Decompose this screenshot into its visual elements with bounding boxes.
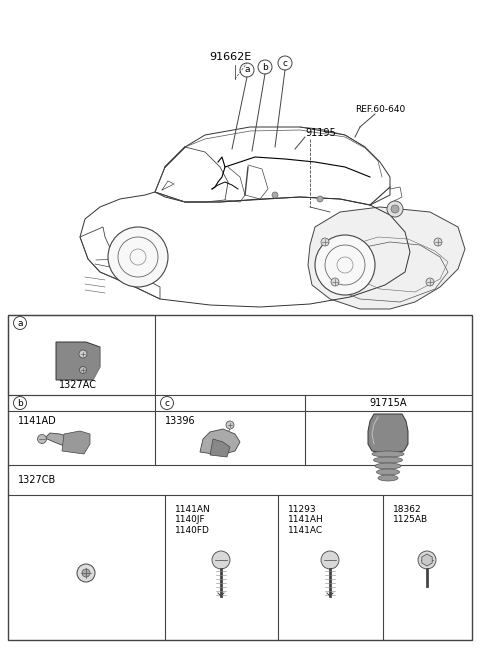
Polygon shape [62, 431, 90, 454]
Circle shape [387, 201, 403, 217]
Circle shape [391, 205, 399, 213]
Polygon shape [56, 342, 100, 380]
Circle shape [317, 196, 323, 202]
Text: 1141AN
1140JF
1140FD: 1141AN 1140JF 1140FD [175, 505, 211, 535]
Circle shape [226, 421, 234, 429]
Text: 1327AC: 1327AC [59, 380, 97, 390]
Text: c: c [165, 399, 169, 407]
Ellipse shape [378, 475, 398, 481]
Circle shape [212, 551, 230, 569]
Circle shape [315, 235, 375, 295]
Text: 91662E: 91662E [209, 52, 251, 62]
Polygon shape [308, 207, 465, 309]
Circle shape [418, 551, 436, 569]
Circle shape [272, 192, 278, 198]
Circle shape [108, 227, 168, 287]
Circle shape [321, 551, 339, 569]
Text: 1327CB: 1327CB [18, 475, 56, 485]
Text: 91715A: 91715A [370, 398, 407, 408]
Text: c: c [283, 58, 288, 68]
Ellipse shape [375, 463, 401, 469]
Circle shape [426, 278, 434, 286]
Circle shape [82, 569, 90, 577]
Text: 11293
1141AH
1141AC: 11293 1141AH 1141AC [288, 505, 324, 535]
Polygon shape [368, 414, 408, 454]
Circle shape [80, 367, 86, 373]
Polygon shape [422, 554, 432, 566]
Bar [8, 315, 472, 640]
Polygon shape [45, 433, 82, 451]
Text: a: a [17, 319, 23, 327]
Ellipse shape [373, 457, 403, 463]
Polygon shape [210, 439, 230, 457]
Text: 91195: 91195 [305, 128, 336, 138]
Circle shape [331, 278, 339, 286]
Text: 13396: 13396 [165, 416, 196, 426]
Text: 1141AD: 1141AD [18, 416, 57, 426]
Polygon shape [200, 429, 240, 455]
Bar [8, 315, 155, 395]
Ellipse shape [376, 469, 399, 475]
Circle shape [37, 434, 47, 443]
Circle shape [434, 238, 442, 246]
Circle shape [321, 238, 329, 246]
Text: b: b [17, 399, 23, 407]
Circle shape [79, 350, 87, 358]
Ellipse shape [372, 451, 404, 457]
Text: REF.60-640: REF.60-640 [355, 106, 405, 114]
Text: 18362
1125AB: 18362 1125AB [393, 505, 428, 524]
Text: b: b [262, 62, 268, 72]
Circle shape [77, 564, 95, 582]
Text: a: a [244, 66, 250, 74]
